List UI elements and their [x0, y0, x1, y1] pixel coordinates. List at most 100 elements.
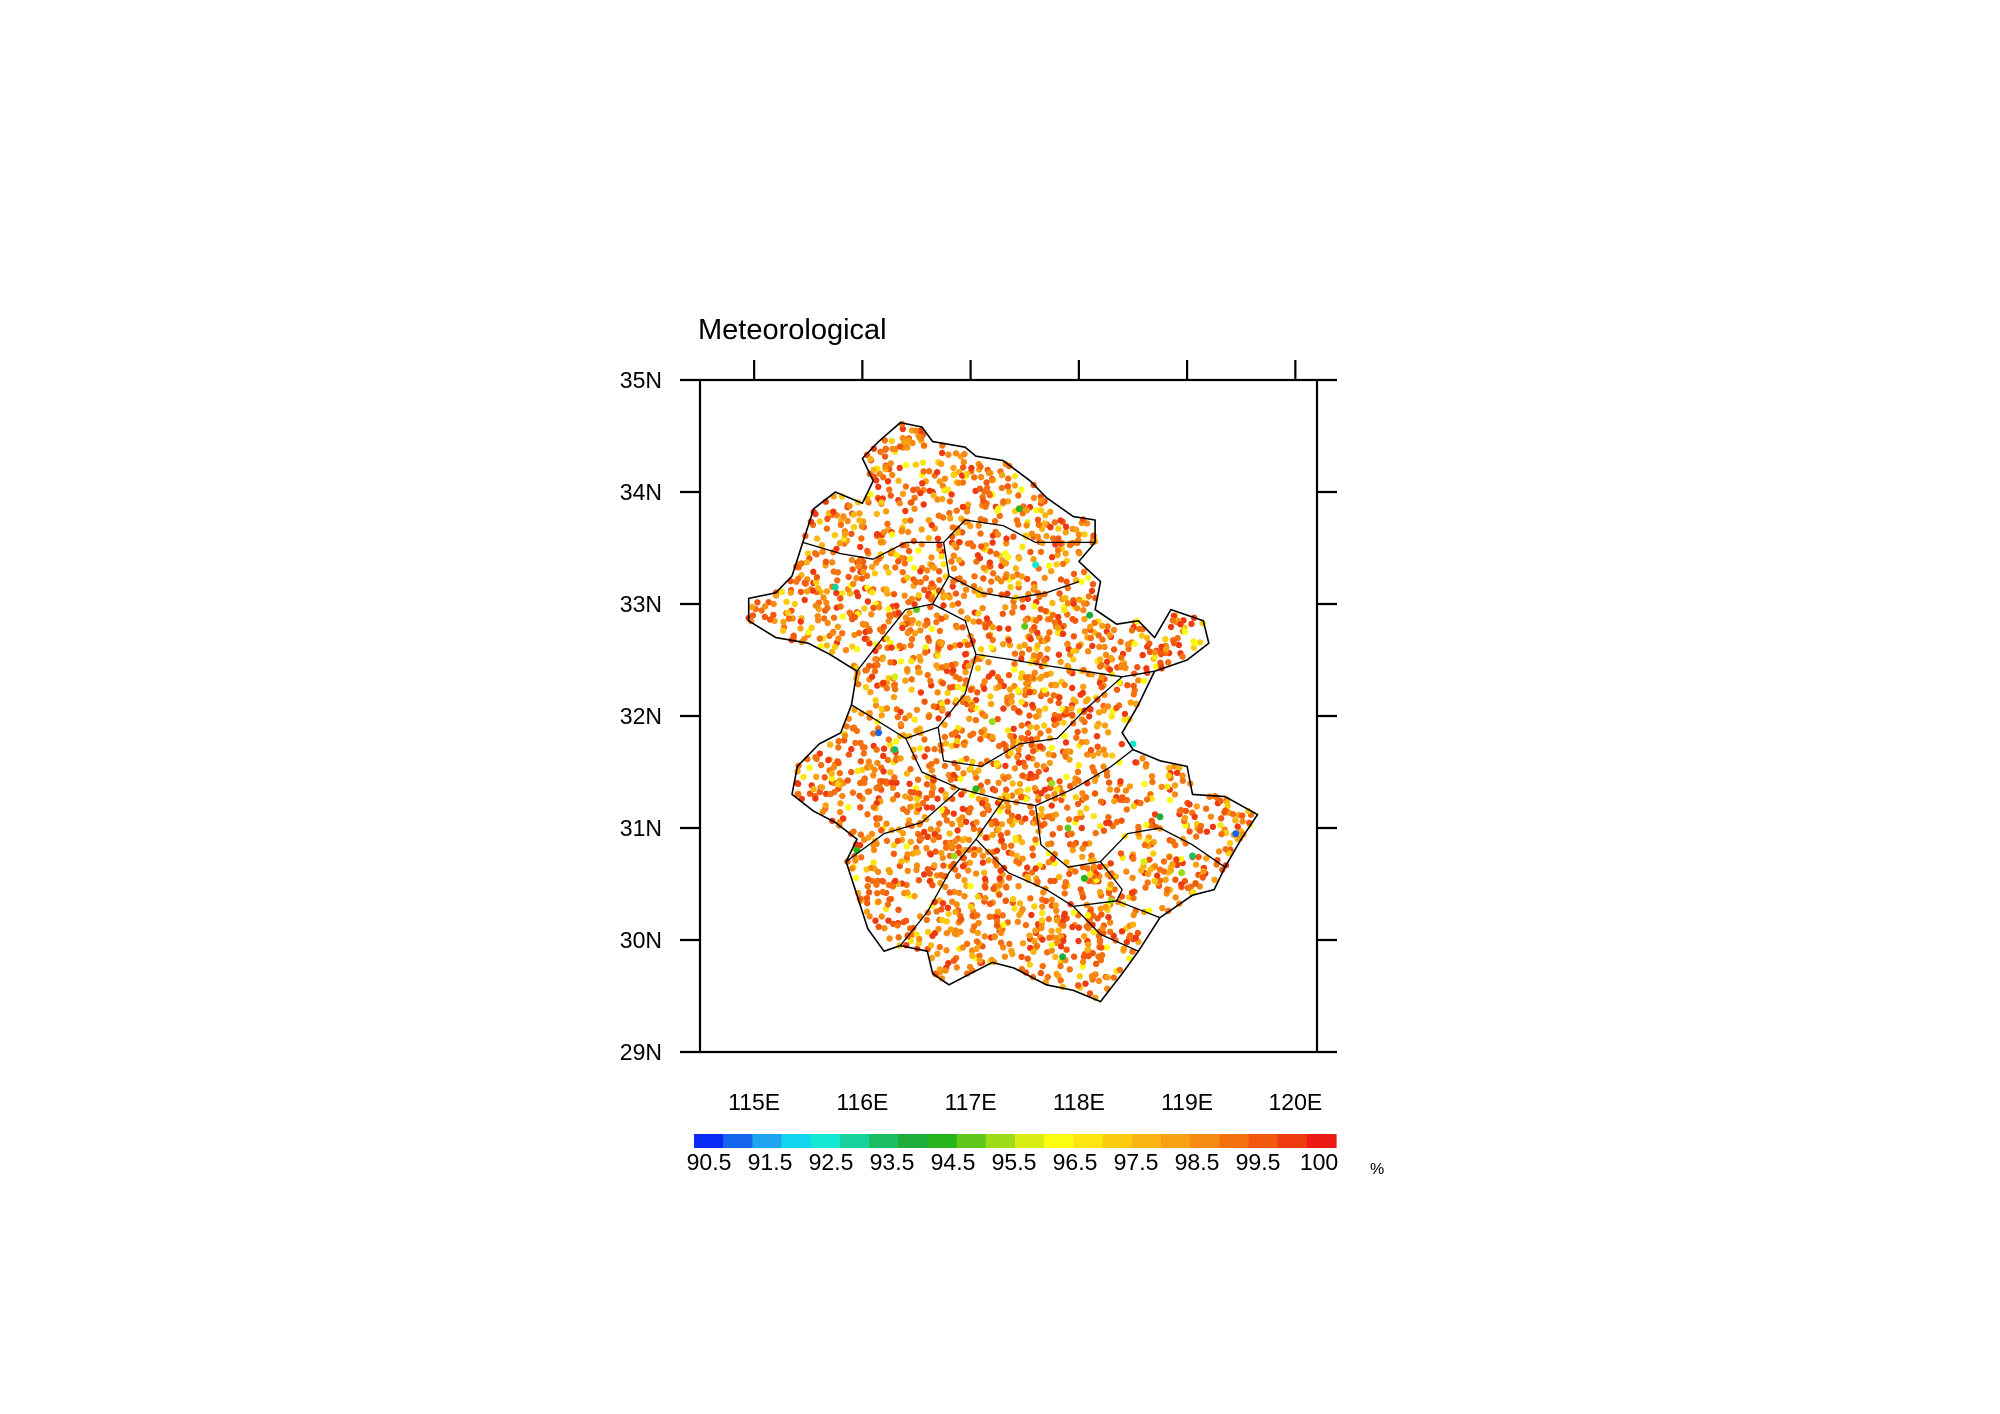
station-point — [1084, 751, 1091, 758]
station-point — [993, 550, 1000, 557]
station-point — [1031, 903, 1038, 910]
station-point — [1102, 751, 1109, 758]
station-point — [1091, 790, 1099, 797]
station-point — [962, 651, 969, 658]
station-point — [981, 933, 988, 940]
station-point — [1139, 755, 1146, 762]
station-point — [1021, 641, 1028, 649]
station-point — [937, 640, 945, 647]
station-point — [1095, 749, 1102, 757]
station-point — [943, 817, 950, 824]
station-point — [1015, 580, 1022, 587]
station-point — [950, 471, 957, 479]
station-point — [1149, 778, 1156, 786]
station-point — [875, 729, 883, 737]
station-point — [993, 922, 1001, 929]
station-point — [1100, 763, 1107, 770]
station-point — [785, 615, 793, 622]
station-point — [963, 755, 970, 762]
station-point — [1078, 738, 1086, 746]
station-point — [1003, 535, 1010, 542]
station-point — [928, 791, 935, 799]
station-point — [929, 882, 936, 889]
station-point — [1041, 686, 1048, 694]
station-point — [1022, 674, 1030, 681]
station-point — [770, 611, 777, 619]
station-point — [900, 805, 907, 813]
station-point — [936, 627, 944, 635]
station-point — [924, 833, 931, 840]
station-point — [1120, 661, 1128, 668]
station-point — [1207, 813, 1215, 820]
colorbar-swatch — [869, 1134, 899, 1148]
station-point — [797, 625, 804, 632]
station-point — [1018, 722, 1025, 729]
station-point — [1060, 913, 1068, 920]
station-point — [1004, 829, 1011, 836]
station-point — [903, 770, 911, 777]
station-point — [1070, 909, 1078, 916]
station-point — [869, 589, 876, 596]
station-point — [964, 695, 971, 702]
station-point — [1151, 653, 1158, 661]
station-point — [1043, 532, 1050, 540]
station-point — [902, 507, 909, 515]
station-point — [1041, 574, 1048, 582]
colorbar-swatch — [1277, 1134, 1308, 1148]
station-point — [824, 515, 831, 522]
colorbar-unit: % — [1370, 1161, 1384, 1178]
station-point — [870, 842, 877, 849]
station-point — [873, 881, 880, 888]
station-point — [921, 698, 928, 705]
station-point — [1019, 906, 1026, 913]
station-point — [1025, 646, 1033, 653]
colorbar-label: 93.5 — [870, 1149, 915, 1175]
station-point — [1139, 651, 1146, 659]
station-point — [883, 820, 890, 827]
station-point — [944, 689, 951, 697]
lon-tick-label: 117E — [945, 1089, 997, 1115]
station-point — [902, 677, 909, 684]
station-point — [1158, 649, 1165, 656]
station-point — [1068, 705, 1075, 712]
station-point — [1029, 845, 1036, 852]
station-point — [828, 775, 836, 782]
station-point — [1120, 945, 1128, 952]
station-point — [1129, 874, 1136, 881]
station-point — [866, 627, 873, 634]
station-point — [962, 586, 970, 593]
station-point — [917, 568, 924, 575]
station-point — [1082, 980, 1089, 987]
station-point — [798, 560, 805, 567]
station-point — [1196, 827, 1204, 834]
station-point — [928, 767, 936, 774]
station-point — [834, 781, 842, 788]
station-point — [1018, 698, 1025, 706]
station-point — [940, 862, 947, 869]
station-point — [1096, 889, 1104, 896]
station-point — [912, 427, 920, 434]
station-point — [953, 507, 960, 514]
station-point — [1072, 526, 1080, 533]
station-point — [986, 913, 993, 920]
station-point — [915, 547, 922, 554]
station-point — [1137, 799, 1144, 807]
station-point — [1091, 777, 1099, 784]
station-point — [1006, 686, 1014, 693]
station-point — [860, 750, 868, 757]
station-point — [870, 730, 877, 737]
station-point — [1171, 640, 1178, 647]
station-point — [934, 652, 941, 659]
lat-tick-label: 32N — [620, 703, 662, 729]
station-point — [1103, 772, 1111, 779]
station-point — [1105, 814, 1112, 821]
station-point — [1089, 921, 1096, 929]
station-point — [976, 846, 983, 854]
station-point — [942, 791, 949, 798]
station-point — [938, 553, 945, 560]
station-point — [854, 767, 862, 775]
station-point — [921, 828, 928, 836]
colorbar-label: 100 — [1300, 1149, 1338, 1175]
station-point — [964, 615, 971, 623]
station-point — [965, 846, 973, 854]
